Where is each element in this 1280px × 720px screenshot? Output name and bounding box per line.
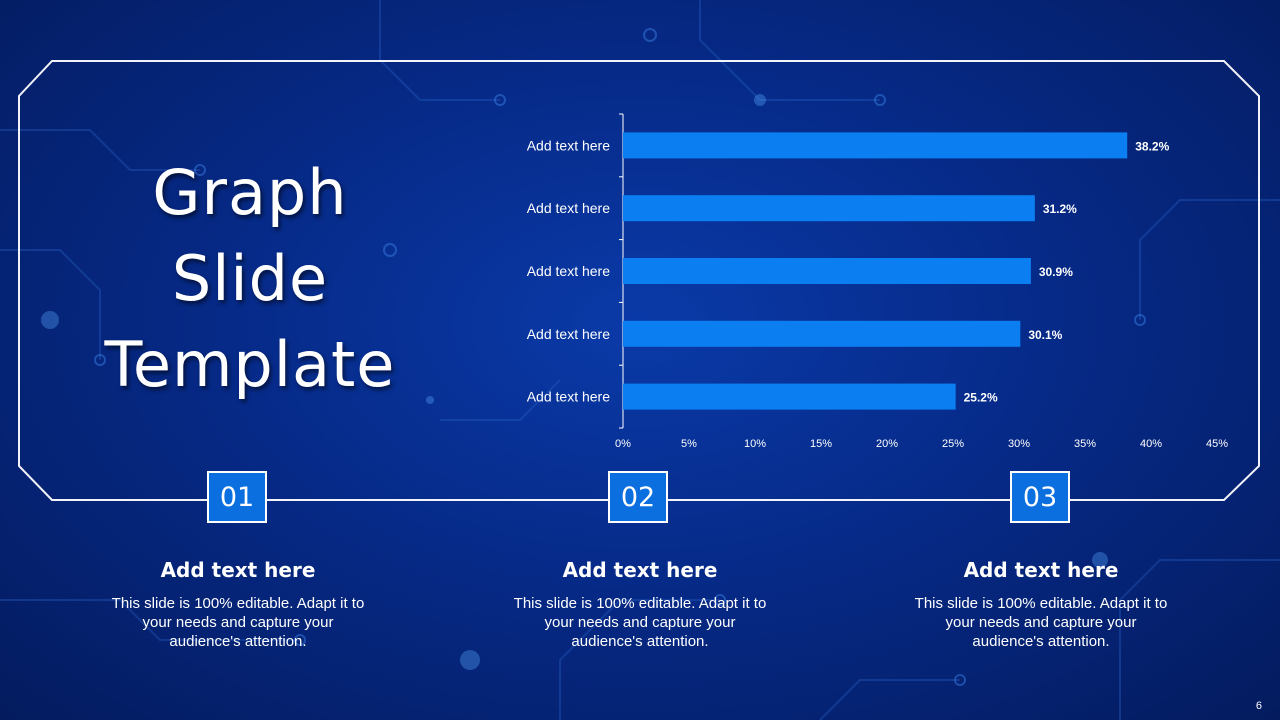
x-tick-label: 25%	[942, 438, 964, 450]
x-tick-label: 45%	[1206, 438, 1228, 450]
data-label: 30.1%	[1028, 328, 1062, 342]
data-label: 31.2%	[1043, 202, 1077, 216]
data-label: 38.2%	[1135, 139, 1169, 153]
slide-title-line-2: Slide	[171, 242, 329, 315]
category-label: Add text here	[527, 389, 610, 405]
bar	[623, 258, 1031, 284]
step-title-1: Add text here	[160, 558, 316, 582]
step-body-2: This slide is 100% editable. Adapt it to…	[513, 595, 767, 650]
x-tick-label: 35%	[1074, 438, 1096, 450]
category-label: Add text here	[527, 326, 610, 342]
bar-chart: Add text here 38.2% Add text here 31.2% Add …	[527, 113, 1228, 450]
slide-title-line-3: Template	[104, 328, 396, 401]
bar	[623, 383, 956, 410]
data-label: 25.2%	[964, 391, 998, 405]
step-column-2: Add text here This slide is 100% editabl…	[480, 556, 800, 651]
category-label: Add text here	[527, 200, 610, 216]
step-body-3: This slide is 100% editable. Adapt it to…	[914, 595, 1168, 650]
x-tick-label: 15%	[810, 438, 832, 450]
page-number: 6	[1255, 700, 1262, 712]
step-column-1: Add text here This slide is 100% editabl…	[78, 556, 398, 651]
step-badge-3: 03	[1010, 471, 1070, 523]
x-tick-label: 5%	[681, 438, 697, 450]
x-tick-label: 40%	[1140, 438, 1162, 450]
step-title-2: Add text here	[562, 558, 718, 582]
step-badge-1: 01	[207, 471, 267, 523]
x-tick-label: 30%	[1008, 438, 1030, 450]
bar	[623, 132, 1128, 159]
category-label: Add text here	[527, 263, 610, 279]
bar	[623, 195, 1035, 222]
category-label: Add text here	[527, 137, 610, 153]
step-body-1: This slide is 100% editable. Adapt it to…	[111, 595, 365, 650]
slide-title: Graph Slide Template	[40, 150, 460, 408]
step-title-3: Add text here	[963, 558, 1119, 582]
step-column-3: Add text here This slide is 100% editabl…	[881, 556, 1201, 651]
bar	[623, 320, 1021, 347]
x-tick-label: 20%	[876, 438, 898, 450]
x-tick-label: 0%	[615, 438, 631, 450]
x-tick-label: 10%	[744, 438, 766, 450]
slide-title-line-1: Graph	[152, 156, 348, 229]
data-label: 30.9%	[1039, 265, 1073, 279]
step-badge-2: 02	[608, 471, 668, 523]
